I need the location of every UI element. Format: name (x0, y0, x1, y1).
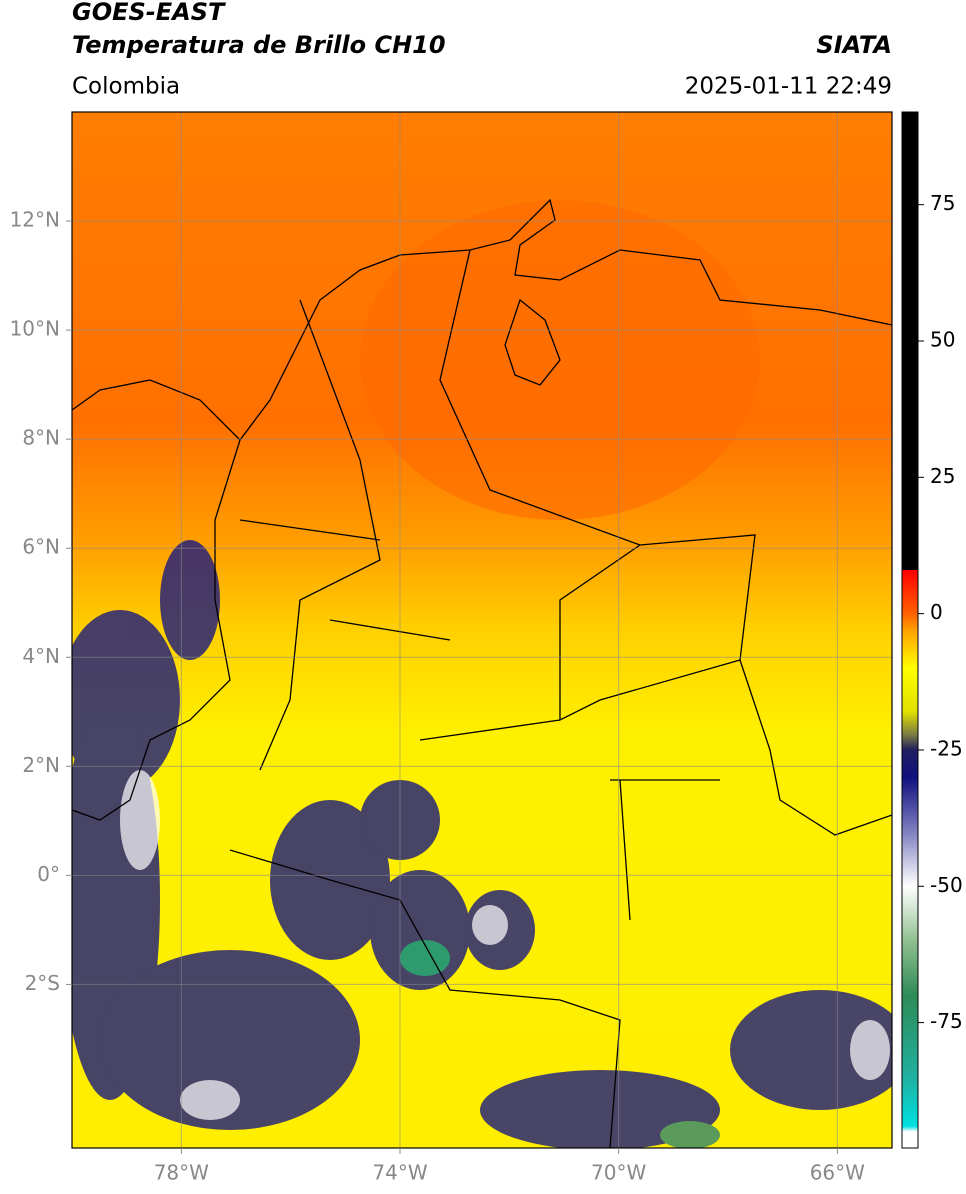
y-tick-label: 2°N (22, 753, 60, 777)
y-tick-label: 4°N (22, 644, 60, 668)
colorbar-tick-label: 25 (930, 464, 955, 488)
colorbar-tick-label: 0 (930, 600, 943, 624)
title: GOES-EAST (72, 0, 226, 26)
y-tick-label: 10°N (10, 317, 60, 341)
y-tick-label: 12°N (10, 208, 60, 232)
colorbar-tick-label: -50 (930, 873, 963, 897)
colorbar-tick-label: 50 (930, 328, 955, 352)
subtitle: Temperatura de Brillo CH10 (72, 31, 446, 59)
region: Colombia (72, 74, 180, 100)
colorbar-tick-label: -25 (930, 736, 963, 760)
x-tick-label: 70°W (591, 1161, 646, 1185)
x-tick-label: 74°W (372, 1161, 427, 1185)
datetime: 2025-01-11 22:49 (685, 74, 892, 100)
y-tick-label: 0° (37, 862, 60, 886)
satellite-image (72, 112, 892, 1148)
x-tick-label: 78°W (154, 1161, 209, 1185)
map-frame (71, 111, 893, 1149)
y-tick-label: 8°N (22, 426, 60, 450)
grid (72, 112, 892, 1148)
colorbar-tick-label: -75 (930, 1009, 963, 1033)
y-tick-label: 2°S (25, 971, 60, 995)
colorbar-tick-label: 75 (930, 191, 955, 215)
y-tick-label: 6°N (22, 535, 60, 559)
x-tick-label: 66°W (810, 1161, 865, 1185)
source: SIATA (816, 31, 892, 59)
colorbar (901, 111, 919, 1149)
